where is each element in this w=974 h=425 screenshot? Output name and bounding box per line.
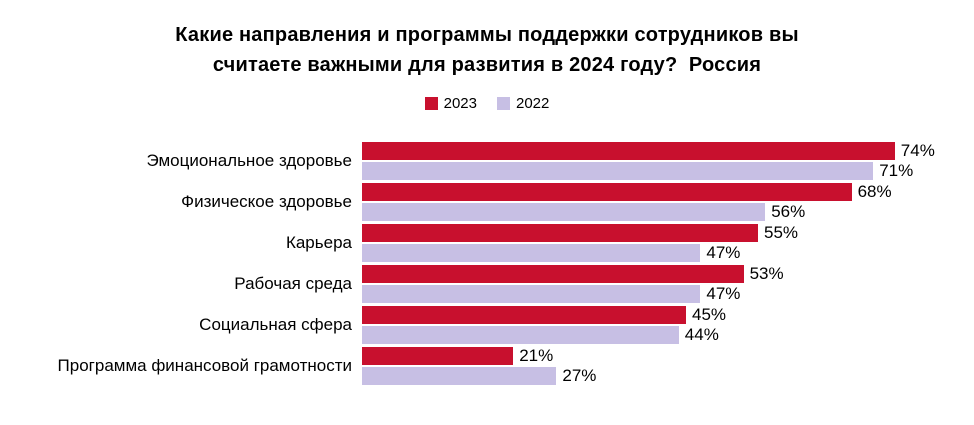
value-label: 53% <box>749 264 784 283</box>
bar-line-2023: 21% <box>362 346 596 365</box>
value-label: 74% <box>900 141 935 160</box>
bar-line-2022: 71% <box>362 161 935 180</box>
legend-label: 2023 <box>443 95 477 112</box>
bar-2023 <box>362 347 514 365</box>
bar-line-2022: 56% <box>362 202 892 221</box>
category-row: Социальная сфера 45% 44% <box>0 305 974 344</box>
bar-2022 <box>362 285 701 303</box>
category-row: Программа финансовой грамотности 21% 27% <box>0 346 974 385</box>
value-label: 44% <box>684 325 719 344</box>
category-label: Карьера <box>285 233 352 252</box>
category-label: Программа финансовой грамотности <box>57 356 352 375</box>
bar-chart: Эмоциональное здоровье 74% 71% Физическое з… <box>0 141 974 385</box>
value-label: 71% <box>879 161 914 180</box>
value-label: 47% <box>706 284 741 303</box>
legend: 2023 2022 <box>0 95 974 112</box>
bar-2023 <box>362 224 758 242</box>
bar-line-2022: 47% <box>362 284 784 303</box>
legend-label: 2022 <box>516 95 550 112</box>
bar-line-2023: 55% <box>362 223 799 242</box>
chart-title-line2: считаете важными для развития в 2024 год… <box>212 54 762 76</box>
legend-swatch-2023 <box>424 97 438 110</box>
value-label: 21% <box>519 346 554 365</box>
category-row: Эмоциональное здоровье 74% 71% <box>0 141 974 180</box>
value-label: 68% <box>857 182 892 201</box>
bar-line-2023: 74% <box>362 141 935 160</box>
value-label: 56% <box>771 202 806 221</box>
bar-line-2023: 45% <box>362 305 727 324</box>
bar-group: 68% 56% <box>362 182 892 221</box>
category-label: Эмоциональное здоровье <box>146 151 352 170</box>
value-label: 27% <box>562 366 597 385</box>
bar-group: 53% 47% <box>362 264 784 303</box>
bar-group: 21% 27% <box>362 346 597 385</box>
bar-2023 <box>362 183 852 201</box>
bar-2022 <box>362 203 766 221</box>
legend-item-2022: 2022 <box>497 95 549 112</box>
bar-group: 55% 47% <box>362 223 799 262</box>
legend-swatch-2022 <box>497 97 510 110</box>
category-label: Социальная сфера <box>199 315 352 334</box>
bar-2022 <box>362 367 557 385</box>
bar-line-2022: 27% <box>362 366 597 385</box>
bar-2022 <box>362 326 679 344</box>
bar-2023 <box>362 265 744 283</box>
bar-group: 74% 71% <box>362 141 935 180</box>
category-row: Карьера 55% 47% <box>0 223 974 262</box>
chart-title: Какие направления и программы поддержки … <box>0 0 974 80</box>
bar-2022 <box>362 244 701 262</box>
chart-title-line1: Какие направления и программы поддержки … <box>175 24 799 46</box>
bar-group: 45% 44% <box>362 305 727 344</box>
value-label: 45% <box>692 305 727 324</box>
bar-2023 <box>362 142 895 160</box>
legend-item-2023: 2023 <box>424 95 477 112</box>
bar-line-2022: 47% <box>362 243 798 262</box>
bar-line-2023: 53% <box>362 264 784 283</box>
category-row: Физическое здоровье 68% 56% <box>0 182 974 221</box>
bar-2023 <box>362 306 686 324</box>
bar-2022 <box>362 162 874 180</box>
value-label: 47% <box>706 243 741 262</box>
category-label: Рабочая среда <box>234 274 352 293</box>
value-label: 55% <box>764 223 799 242</box>
category-label: Физическое здоровье <box>181 192 352 211</box>
category-row: Рабочая среда 53% 47% <box>0 264 974 303</box>
bar-line-2023: 68% <box>362 182 892 201</box>
bar-line-2022: 44% <box>362 325 726 344</box>
